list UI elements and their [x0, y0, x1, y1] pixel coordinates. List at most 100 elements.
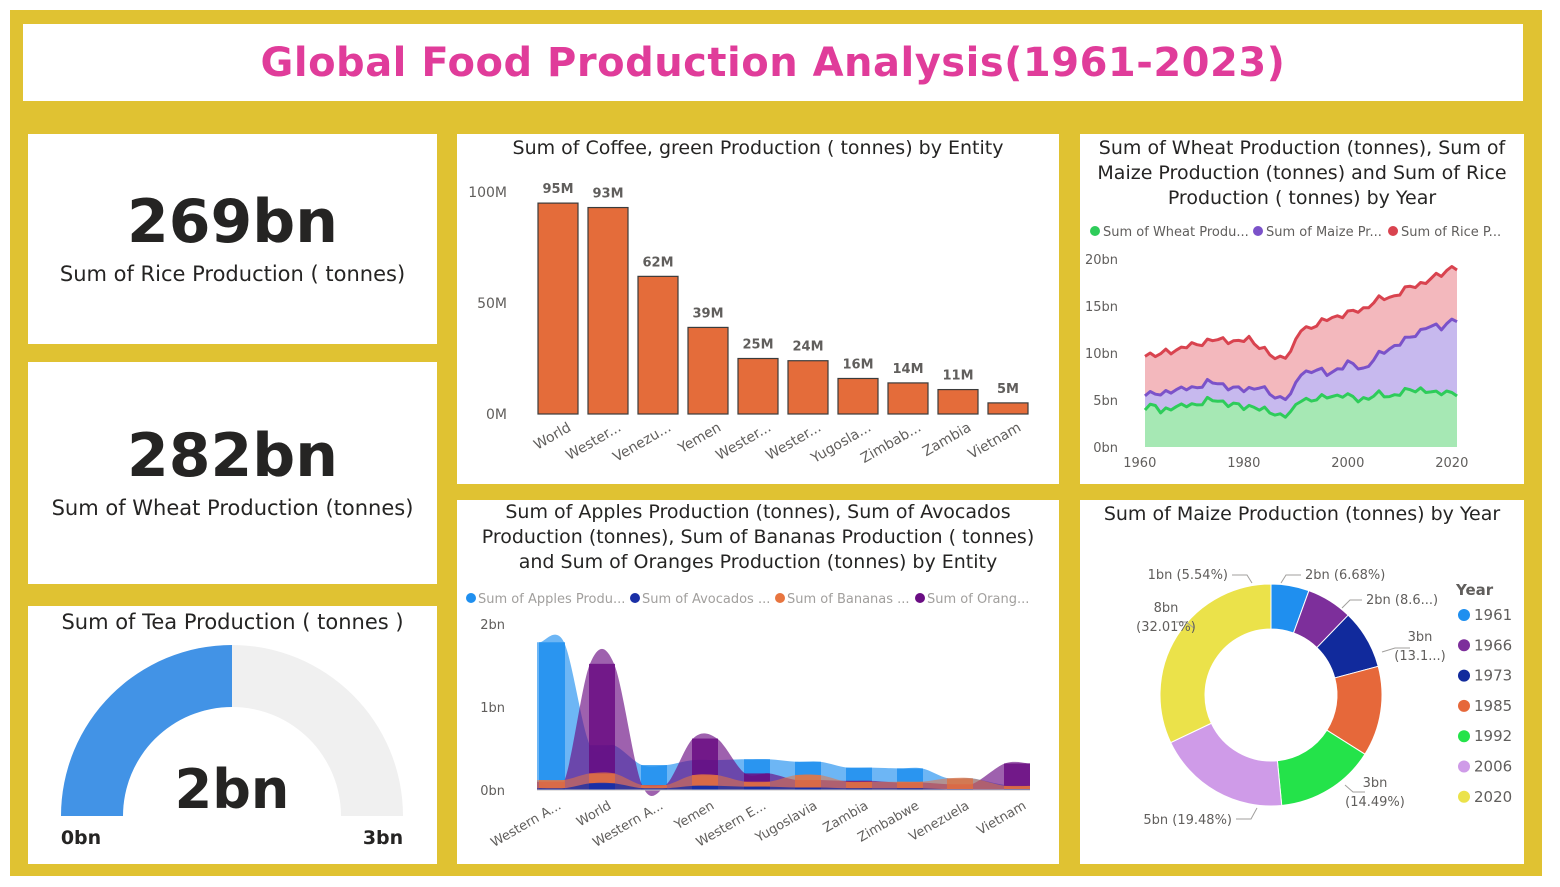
- coffee-chart-card[interactable]: Sum of Coffee, green Production ( tonnes…: [457, 134, 1059, 484]
- legend-marker: [466, 593, 476, 603]
- y-tick-label: 100M: [468, 185, 507, 201]
- callout-label: (14.49%): [1345, 795, 1405, 810]
- maize-chart-title: Sum of Maize Production (tonnes) by Year: [1103, 503, 1501, 525]
- legend-marker: [1458, 639, 1470, 652]
- legend-marker: [1458, 760, 1470, 773]
- bar: [987, 402, 1029, 415]
- x-tick-label: 1980: [1227, 456, 1260, 471]
- x-tick-label: 2000: [1331, 456, 1364, 471]
- callout-label: 5bn (19.48%): [1143, 813, 1232, 828]
- grain-area-chart: Sum of Wheat Produ... Sum of Maize Pr... S…: [1085, 225, 1501, 471]
- legend-label: Sum of Avocados ...: [642, 592, 770, 607]
- fruit-chart-card[interactable]: Sum of Apples Production (tonnes), Sum o…: [457, 500, 1059, 864]
- y-tick-label: 1bn: [480, 701, 505, 716]
- series-band: [897, 781, 923, 790]
- legend-marker: [775, 593, 785, 603]
- fruit-chart-title: Sum of Apples Production (tonnes), Sum o…: [481, 501, 1035, 573]
- callout-label: 1bn (5.54%): [1148, 568, 1228, 583]
- callout-line: [1176, 621, 1195, 629]
- series-band: [589, 783, 615, 790]
- x-tick-label: Vietnam: [965, 420, 1024, 463]
- x-tick-label: Vietnam: [975, 798, 1029, 838]
- series-band: [795, 787, 821, 790]
- rice-kpi-card[interactable]: 269bn Sum of Rice Production ( tonnes): [28, 134, 437, 344]
- page-title: Global Food Production Analysis(1961-202…: [260, 39, 1286, 86]
- callout-line: [1236, 807, 1258, 820]
- legend-label: 1961: [1474, 606, 1512, 624]
- data-label: 5M: [997, 382, 1019, 397]
- coffee-chart-title: Sum of Coffee, green Production ( tonnes…: [512, 137, 1004, 159]
- wheat-kpi-card[interactable]: 282bn Sum of Wheat Production (tonnes): [28, 362, 437, 584]
- callout-line: [1232, 574, 1253, 584]
- y-tick-label: 10bn: [1085, 347, 1118, 362]
- bar: [687, 326, 729, 415]
- series-band: [947, 778, 973, 790]
- series-band: [897, 788, 923, 790]
- bar: [937, 388, 979, 415]
- title-bar: Global Food Production Analysis(1961-202…: [23, 24, 1523, 101]
- series-line: [1144, 317, 1458, 402]
- callout-label: (32.01%): [1136, 620, 1196, 635]
- y-tick-label: 0bn: [480, 784, 505, 799]
- y-tick-label: 20bn: [1085, 253, 1118, 268]
- legend-label: Sum of Orang...: [927, 592, 1029, 607]
- y-tick-label: 0bn: [1093, 441, 1118, 456]
- legend-marker: [1458, 790, 1470, 803]
- series-band: [539, 642, 565, 790]
- legend-marker: [1458, 669, 1470, 682]
- legend-marker: [1090, 226, 1100, 236]
- bar: [787, 360, 829, 415]
- data-label: 11M: [942, 369, 973, 384]
- callout-label: 2bn (8.6...): [1366, 593, 1438, 608]
- callout-label: (13.1...): [1394, 649, 1446, 664]
- data-label: 39M: [692, 306, 723, 321]
- legend-marker: [915, 593, 925, 603]
- donut-slice: [1170, 722, 1283, 807]
- legend-marker: [1388, 226, 1398, 236]
- bar: [637, 275, 679, 415]
- tea-gauge: 2bn 0bn 3bn: [61, 645, 403, 849]
- series-band: [692, 785, 718, 790]
- y-tick-label: 2bn: [480, 618, 505, 633]
- data-label: 93M: [592, 187, 623, 202]
- fruit-area-chart: Sum of Apples Produ... Sum of Avocados ..…: [466, 592, 1032, 851]
- gauge-max-label: 3bn: [363, 827, 403, 849]
- series-band: [539, 788, 565, 790]
- grain-chart-card[interactable]: Sum of Wheat Production (tonnes), Sum of…: [1080, 134, 1524, 484]
- legend-label: Sum of Rice P...: [1401, 225, 1501, 240]
- data-label: 24M: [792, 340, 823, 355]
- callout-line: [1280, 574, 1301, 584]
- wheat-kpi-value: 282bn: [127, 421, 338, 491]
- callout-label: 8bn: [1154, 601, 1179, 616]
- callout-label: 2bn (6.68%): [1305, 568, 1385, 583]
- y-tick-label: 0M: [486, 407, 507, 423]
- gauge-min-label: 0bn: [61, 827, 101, 849]
- legend-label: Sum of Apples Produ...: [478, 592, 625, 607]
- x-tick-label: Wester...: [713, 420, 774, 464]
- data-label: 25M: [742, 338, 773, 353]
- callout-line: [1344, 784, 1365, 793]
- tea-gauge-card[interactable]: Sum of Tea Production ( tonnes ) 2bn 0bn…: [28, 606, 437, 864]
- rice-kpi-value: 269bn: [127, 187, 338, 257]
- series-area: [536, 782, 1032, 790]
- bar: [537, 202, 579, 415]
- bar: [587, 206, 629, 415]
- series-band: [744, 786, 770, 790]
- series-line: [1144, 265, 1458, 361]
- tea-gauge-title: Sum of Tea Production ( tonnes ): [61, 610, 404, 634]
- data-label: 95M: [542, 182, 573, 197]
- legend-label: 1992: [1474, 727, 1512, 745]
- x-tick-label: Western A...: [489, 798, 564, 850]
- legend-label: Sum of Maize Pr...: [1266, 225, 1382, 240]
- data-label: 62M: [642, 255, 673, 270]
- x-tick-label: World: [574, 798, 614, 830]
- maize-chart-card[interactable]: Sum of Maize Production (tonnes) by Year…: [1080, 500, 1524, 864]
- legend-marker: [1458, 609, 1470, 621]
- series-band: [589, 663, 615, 790]
- legend-label: Sum of Bananas ...: [787, 592, 910, 607]
- legend-title: Year: [1455, 581, 1494, 599]
- bar: [887, 382, 929, 415]
- grain-chart-title: Sum of Wheat Production (tonnes), Sum of…: [1097, 137, 1507, 209]
- legend-marker: [1458, 730, 1470, 743]
